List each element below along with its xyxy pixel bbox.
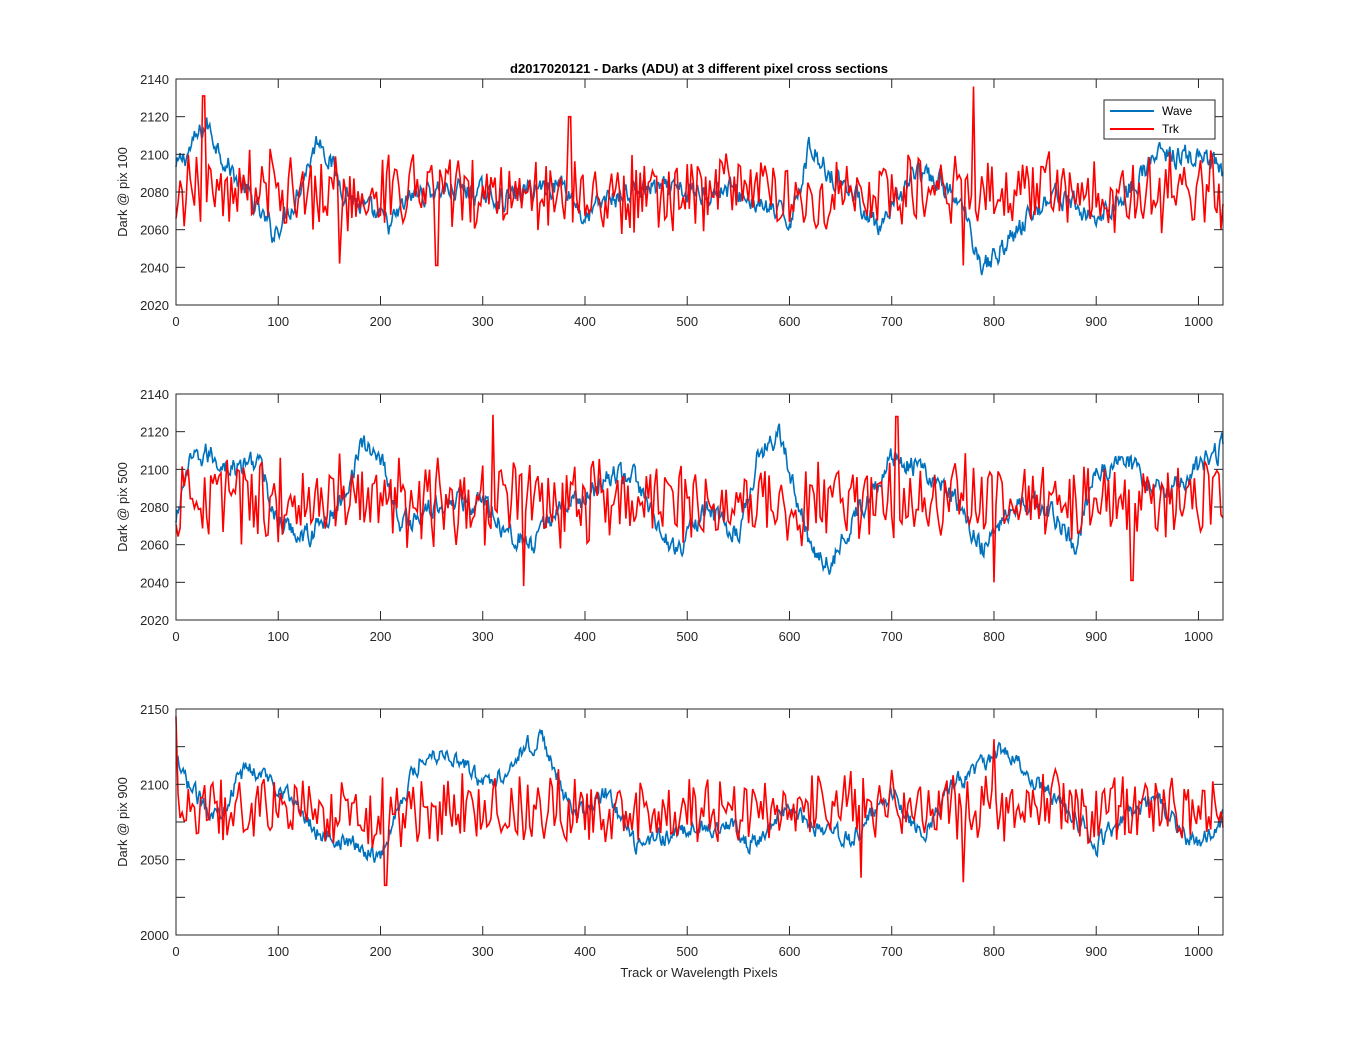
panel-2-plot [175, 414, 1224, 587]
panel-1-plot [175, 86, 1224, 276]
x-tick-label: 600 [779, 629, 801, 644]
y-tick-label: 2060 [140, 538, 169, 553]
x-tick-label: 1000 [1184, 314, 1213, 329]
x-tick-label: 900 [1085, 314, 1107, 329]
x-tick-label: 500 [676, 944, 698, 959]
panel-3: 0 100 200 300 400 500 600 700 800 900 1000 2000 2050… [115, 702, 1224, 959]
x-tick-label: 700 [881, 314, 903, 329]
x-tick-label: 0 [172, 629, 179, 644]
panel-2: 0 100 200 300 400 500 600 700 800 900 1000 2020 2040… [115, 387, 1224, 644]
y-tick-label: 2150 [140, 702, 169, 717]
x-tick-label: 600 [779, 944, 801, 959]
x-tick-label: 700 [881, 944, 903, 959]
y-tick-label: 2120 [140, 425, 169, 440]
y-tick-label: 2080 [140, 500, 169, 515]
series-wave-line [175, 728, 1224, 863]
x-tick-label: 400 [574, 314, 596, 329]
x-tick-label: 1000 [1184, 944, 1213, 959]
x-tick-label: 300 [472, 314, 494, 329]
y-tick-label: 2040 [140, 260, 169, 275]
series-trk-line [175, 86, 1224, 267]
x-tick-label: 900 [1085, 629, 1107, 644]
x-tick-label: 200 [370, 314, 392, 329]
x-tick-label: 0 [172, 944, 179, 959]
panel-2-ticks: 0 100 200 300 400 500 600 700 800 900 1000 2020 2040… [140, 387, 1223, 644]
x-tick-label: 1000 [1184, 629, 1213, 644]
panel-3-ylabel: Dark @ pix 900 [115, 777, 130, 867]
x-tick-label: 400 [574, 629, 596, 644]
y-tick-label: 2140 [140, 387, 169, 402]
x-tick-label: 800 [983, 629, 1005, 644]
x-tick-label: 600 [779, 314, 801, 329]
figure-title: d2017020121 - Darks (ADU) at 3 different… [510, 61, 888, 76]
series-trk-line [175, 716, 1224, 887]
panel-3-plot [175, 716, 1224, 887]
y-tick-label: 2100 [140, 462, 169, 477]
x-tick-label: 800 [983, 314, 1005, 329]
x-tick-label: 700 [881, 629, 903, 644]
y-tick-label: 2050 [140, 853, 169, 868]
series-trk-line [175, 414, 1224, 587]
x-tick-label: 900 [1085, 944, 1107, 959]
x-tick-label: 300 [472, 944, 494, 959]
y-tick-label: 2020 [140, 613, 169, 628]
panel-2-ylabel: Dark @ pix 500 [115, 462, 130, 552]
y-tick-label: 2040 [140, 575, 169, 590]
y-tick-label: 2000 [140, 928, 169, 943]
y-tick-label: 2080 [140, 185, 169, 200]
y-tick-label: 2020 [140, 298, 169, 313]
panel-1: 0 100 200 300 400 500 600 700 800 900 1000 2020 2040… [115, 72, 1224, 329]
y-tick-label: 2060 [140, 223, 169, 238]
x-tick-label: 300 [472, 629, 494, 644]
y-tick-label: 2100 [140, 777, 169, 792]
y-tick-label: 2100 [140, 147, 169, 162]
x-tick-label: 100 [267, 944, 289, 959]
x-tick-label: 500 [676, 629, 698, 644]
legend-box [1103, 99, 1216, 140]
y-tick-label: 2120 [140, 110, 169, 125]
panel-1-ticks: 0 100 200 300 400 500 600 700 800 900 1000 2020 2040… [140, 72, 1223, 329]
x-tick-label: 400 [574, 944, 596, 959]
y-tick-label: 2140 [140, 72, 169, 87]
legend-trk-label: Trk [1162, 122, 1180, 136]
x-tick-label: 0 [172, 314, 179, 329]
x-tick-label: 500 [676, 314, 698, 329]
x-tick-label: 200 [370, 944, 392, 959]
panel-1-ylabel: Dark @ pix 100 [115, 147, 130, 237]
panel-3-ticks: 0 100 200 300 400 500 600 700 800 900 1000 2000 2050… [140, 702, 1223, 959]
legend-wave-label: Wave [1162, 104, 1193, 118]
x-tick-label: 200 [370, 629, 392, 644]
x-axis-label: Track or Wavelength Pixels [620, 965, 778, 980]
legend: Wave Trk [1103, 99, 1216, 140]
x-tick-label: 100 [267, 629, 289, 644]
x-tick-label: 800 [983, 944, 1005, 959]
x-tick-label: 100 [267, 314, 289, 329]
